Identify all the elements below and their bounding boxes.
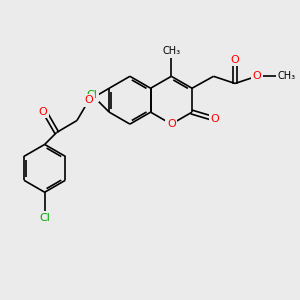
Text: Cl: Cl (39, 213, 50, 223)
Text: O: O (167, 119, 176, 129)
Text: O: O (231, 55, 239, 64)
Text: Cl: Cl (86, 90, 97, 100)
Text: CH₃: CH₃ (162, 46, 180, 56)
Text: CH₃: CH₃ (278, 71, 296, 81)
Text: O: O (85, 95, 93, 105)
Text: O: O (252, 71, 261, 81)
Text: O: O (38, 107, 47, 117)
Text: O: O (211, 114, 219, 124)
